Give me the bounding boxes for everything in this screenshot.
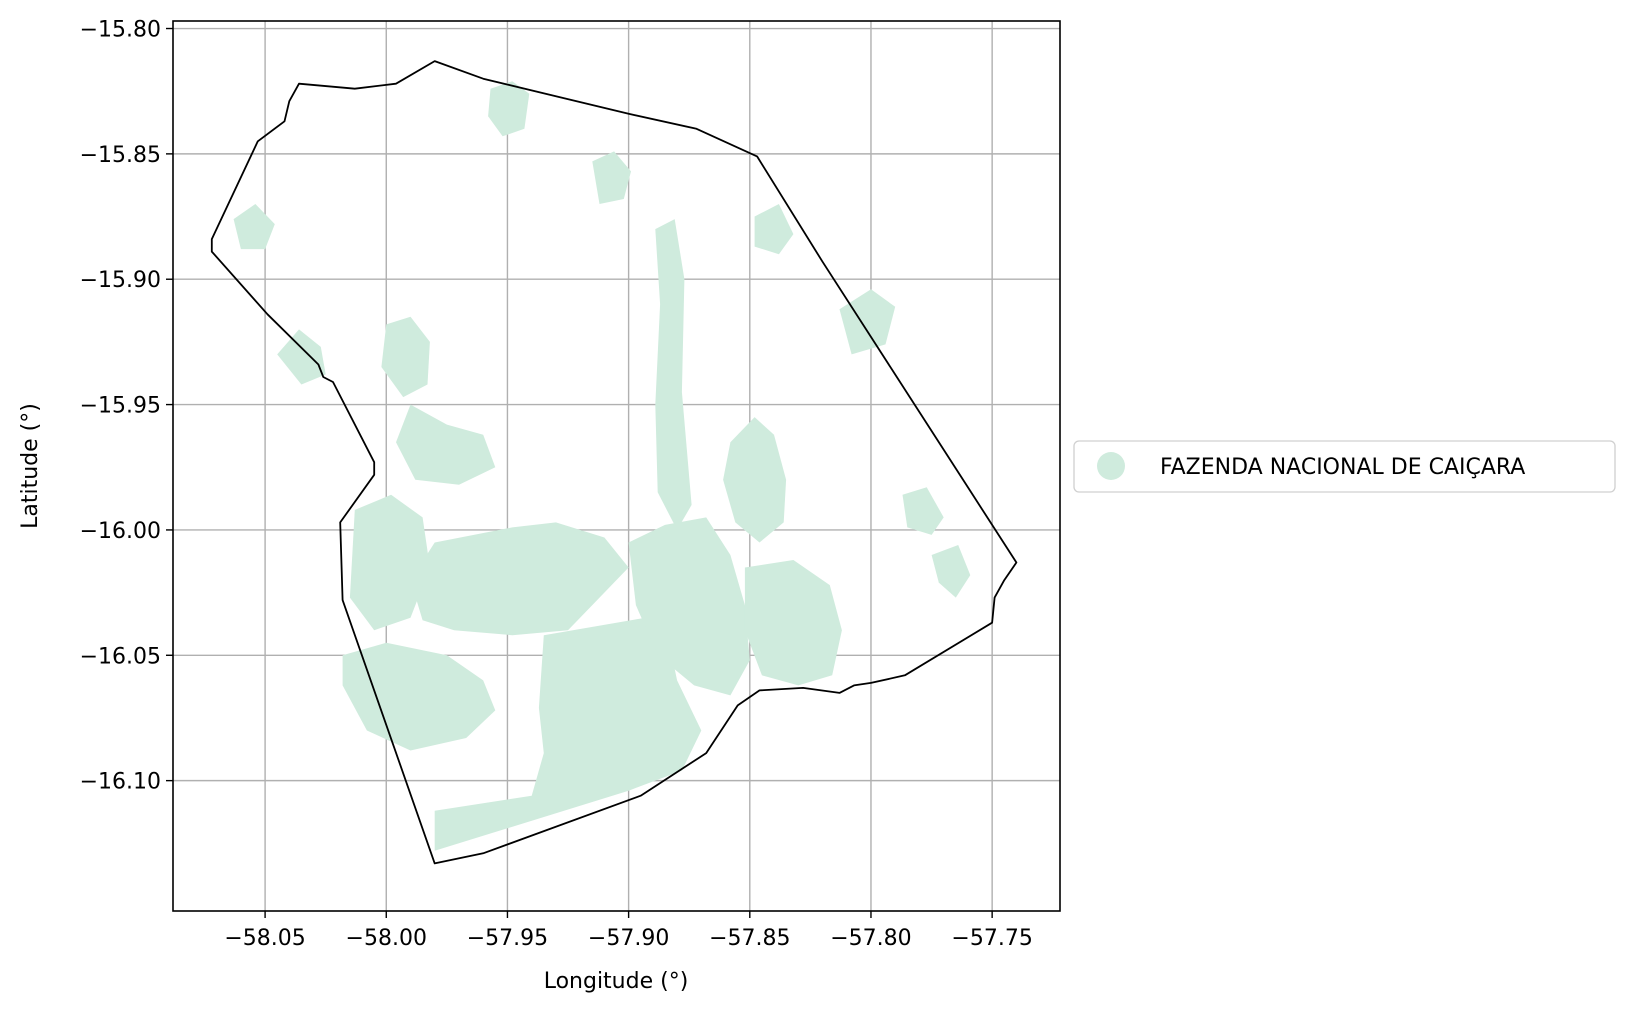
fazenda-area-11 <box>902 487 944 535</box>
legend-label: FAZENDA NACIONAL DE CAIÇARA <box>1160 455 1525 480</box>
y-tick-label-5: −16.05 <box>80 644 161 669</box>
fazenda-area-7 <box>396 404 496 485</box>
municipality-boundary-layer <box>210 60 1018 865</box>
fazenda-area-4 <box>723 417 787 543</box>
x-tick-label-6: −57.75 <box>951 926 1032 951</box>
fazenda-area-2 <box>628 517 750 696</box>
fazenda-area-1 <box>410 522 629 636</box>
fazenda-area-8 <box>381 316 430 398</box>
y-tick-label-2: −15.90 <box>80 268 161 293</box>
x-tick-label-0: −58.05 <box>224 926 305 951</box>
legend-marker <box>1097 452 1125 480</box>
y-tick-label-4: −16.00 <box>80 519 161 544</box>
x-axis-ticks: −58.05 −58.00 −57.95 −57.90 −57.85 −57.80 −57.… <box>224 911 1033 951</box>
fazenda-area-14 <box>277 329 326 385</box>
x-axis-label: Longitude (°) <box>544 969 689 994</box>
fazenda-area-13 <box>655 219 692 530</box>
fazenda-area-0 <box>434 617 702 851</box>
y-axis-ticks: −15.80 −15.85 −15.90 −15.95 −16.00 −16.05 −16.… <box>80 18 173 795</box>
x-tick-label-2: −57.95 <box>467 926 548 951</box>
fazenda-area-5 <box>349 494 430 631</box>
x-tick-label-5: −57.80 <box>830 926 911 951</box>
fazenda-areas <box>233 81 971 851</box>
y-tick-label-0: −15.80 <box>80 18 161 43</box>
x-tick-label-3: −57.90 <box>588 926 669 951</box>
fazenda-area-16 <box>233 204 275 250</box>
fazenda-area-3 <box>744 560 842 686</box>
y-axis-label: Latitude (°) <box>18 403 43 529</box>
fazenda-area-15 <box>592 151 631 204</box>
legend: FAZENDA NACIONAL DE CAIÇARA <box>1073 440 1616 493</box>
x-tick-label-1: −58.00 <box>346 926 427 951</box>
fazenda-area-9 <box>488 81 530 137</box>
plot-frame <box>172 20 1061 912</box>
y-tick-label-6: −16.10 <box>80 770 161 795</box>
legend-frame <box>1073 440 1616 493</box>
municipality-boundary <box>210 60 1018 865</box>
y-tick-label-3: −15.95 <box>80 394 161 419</box>
y-tick-label-1: −15.85 <box>80 143 161 168</box>
fazenda-area-6 <box>342 642 496 751</box>
x-tick-label-4: −57.85 <box>709 926 790 951</box>
fazenda-area-17 <box>754 204 794 255</box>
fazenda-area-12 <box>931 545 971 598</box>
fazenda-area-10 <box>839 289 896 355</box>
